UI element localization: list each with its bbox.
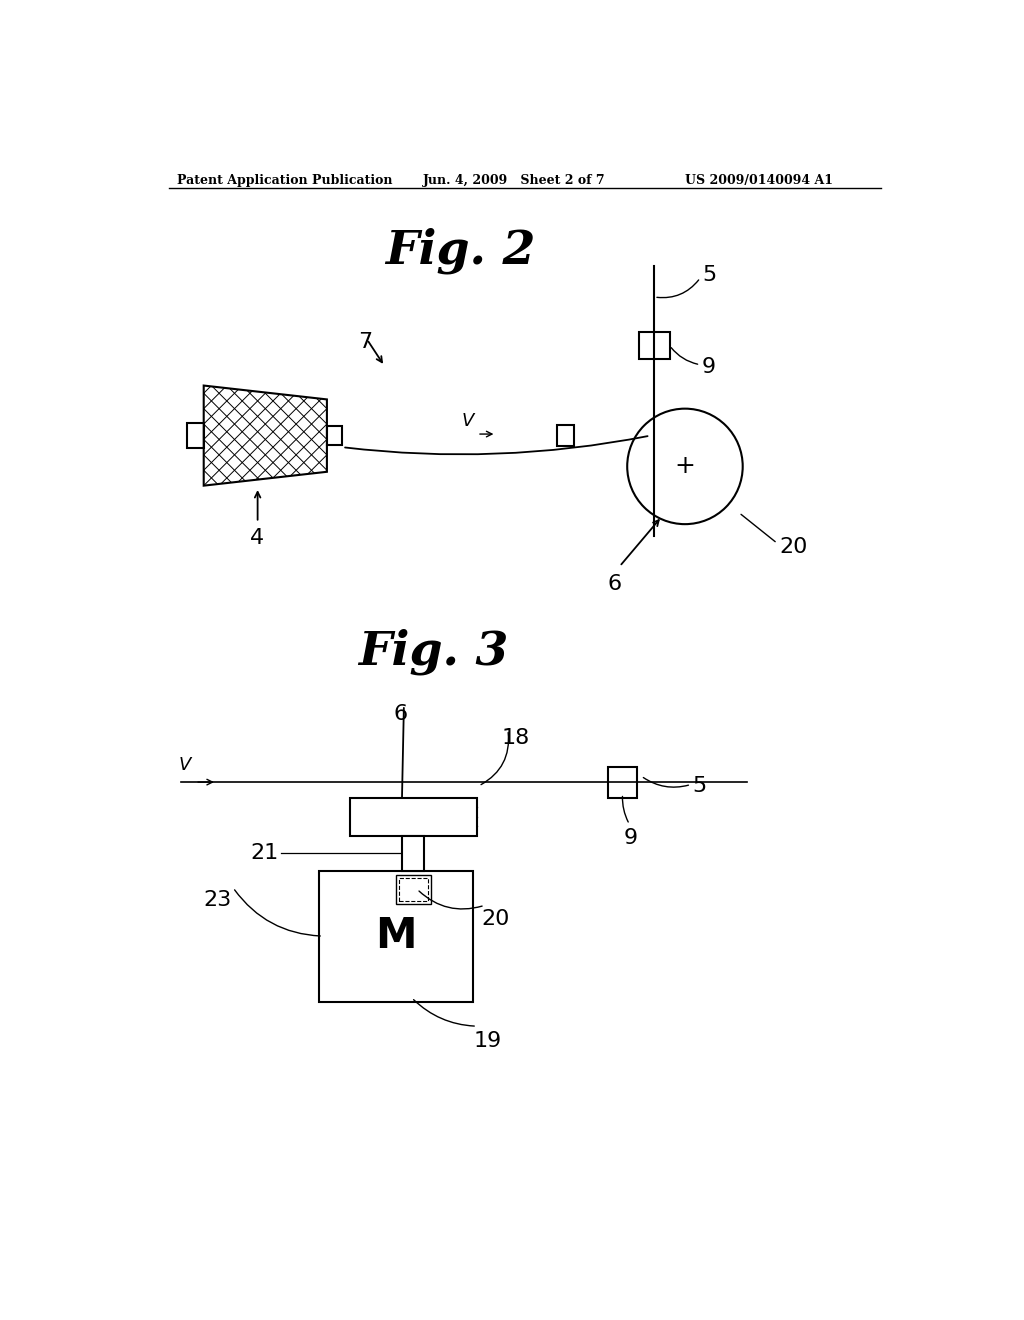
- Polygon shape: [204, 385, 327, 486]
- Text: V: V: [462, 412, 474, 430]
- Text: Jun. 4, 2009   Sheet 2 of 7: Jun. 4, 2009 Sheet 2 of 7: [423, 174, 606, 187]
- Bar: [399, 878, 428, 900]
- Text: 4: 4: [250, 528, 264, 548]
- Text: US 2009/0140094 A1: US 2009/0140094 A1: [685, 174, 833, 187]
- Text: M: M: [376, 915, 417, 957]
- Text: 19: 19: [473, 1031, 502, 1051]
- Text: 9: 9: [701, 358, 716, 378]
- Text: Fig. 3: Fig. 3: [357, 628, 508, 675]
- Text: 20: 20: [481, 909, 509, 929]
- Text: Patent Application Publication: Patent Application Publication: [177, 174, 392, 187]
- Text: 6: 6: [394, 704, 408, 723]
- PathPatch shape: [204, 385, 327, 486]
- Bar: [186, 424, 204, 447]
- Bar: [608, 767, 637, 797]
- Bar: [639, 331, 670, 359]
- Text: 18: 18: [502, 729, 530, 748]
- Text: Fig. 2: Fig. 2: [385, 227, 535, 275]
- Text: 21: 21: [250, 843, 279, 863]
- Text: 23: 23: [204, 890, 232, 909]
- Bar: [396, 875, 431, 904]
- Text: 5: 5: [692, 776, 707, 796]
- Bar: [350, 797, 477, 836]
- FancyArrowPatch shape: [345, 436, 647, 454]
- Text: 20: 20: [779, 537, 808, 557]
- Bar: [402, 836, 424, 871]
- Text: 9: 9: [624, 829, 638, 849]
- Text: 5: 5: [701, 265, 716, 285]
- Text: 6: 6: [608, 574, 623, 594]
- Bar: [319, 871, 473, 1002]
- Text: +: +: [675, 454, 695, 478]
- Text: 7: 7: [357, 331, 372, 351]
- Text: V: V: [178, 756, 190, 774]
- Bar: [557, 425, 574, 446]
- Bar: [327, 426, 342, 445]
